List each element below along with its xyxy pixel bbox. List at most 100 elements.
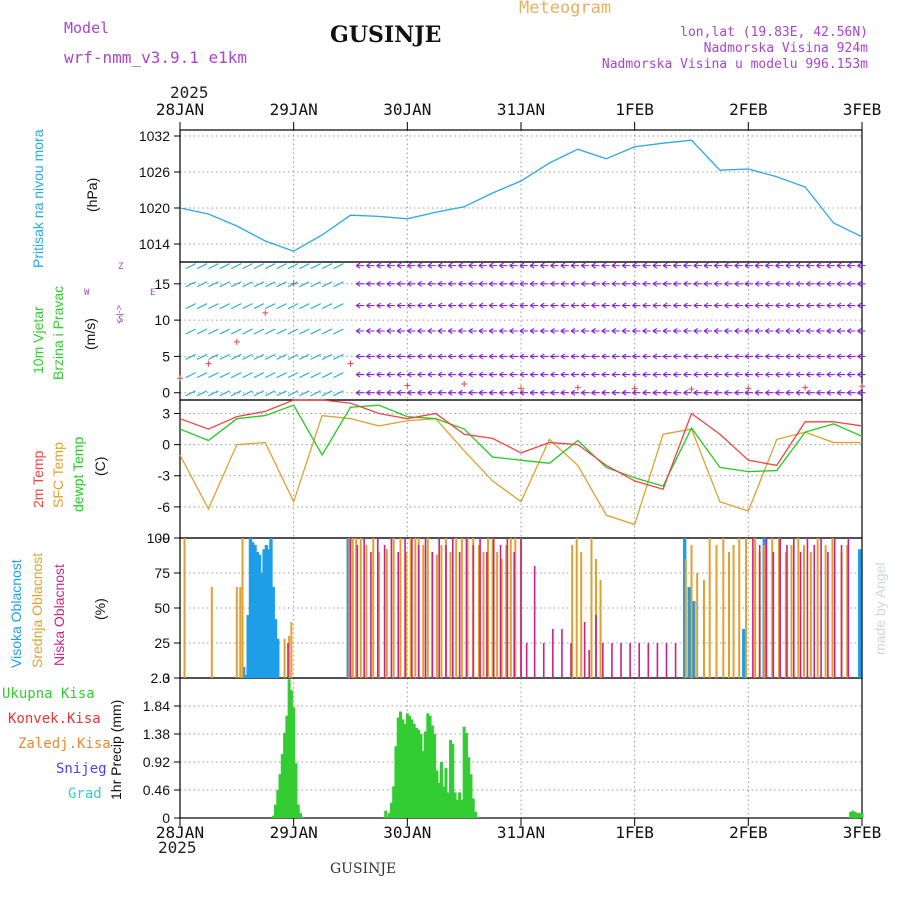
precip-bar [860, 813, 864, 818]
cloud-bar [383, 545, 386, 678]
wind-arrow [632, 262, 641, 269]
cloud-bar [472, 545, 475, 678]
wind-arrow [386, 353, 395, 360]
temp-label-2m: 2m Temp [30, 450, 46, 508]
wind-arrow [376, 353, 385, 360]
precip-legend-total: Ukupna Kisa [2, 686, 95, 702]
cloud-bar [349, 538, 352, 678]
wind-arrow [276, 372, 287, 379]
wind-arrow [196, 281, 208, 288]
cloud-bar [372, 538, 375, 678]
precip-bar [449, 740, 453, 818]
cloud-bar [365, 545, 368, 678]
precip-legend-conv: Konvek.Kisa [8, 711, 101, 727]
wind-arrow [299, 328, 310, 335]
wind-arrow [713, 328, 723, 334]
wind-arrow [642, 389, 651, 396]
precip-bar [453, 792, 457, 818]
wind-arrow [673, 353, 682, 360]
wind-arrow [775, 353, 784, 360]
cloud-bar [355, 538, 358, 678]
cloud-bar [486, 552, 488, 678]
wind-arrow [734, 353, 743, 360]
wind-arrow [816, 262, 825, 269]
wind-arrow [499, 353, 508, 360]
wind-arrow [857, 302, 866, 309]
wind-arrow [196, 328, 208, 335]
x-tick-label-top: 1FEB [615, 100, 654, 119]
wind-arrow [253, 353, 265, 360]
pressure-label: Pritisak na nivou mora [30, 129, 46, 268]
wind-arrow [724, 302, 733, 309]
wind-arrow [417, 389, 426, 396]
precip-bar [394, 746, 398, 818]
wind-arrow [683, 302, 692, 309]
wind-arrow [299, 263, 310, 270]
cloud-bar [246, 615, 250, 678]
wind-arrow [662, 389, 672, 396]
wind-arrow [785, 389, 794, 396]
precip-bar [433, 734, 437, 818]
wind-arrow [321, 281, 333, 288]
2m-temp-line [179, 399, 863, 491]
wind-arrow [632, 302, 641, 309]
wind-arrow [529, 389, 539, 396]
wind-arrow [468, 280, 477, 287]
wind-arrow [816, 371, 825, 378]
wind-arrow [276, 303, 287, 310]
sfc-temp-line [179, 414, 862, 526]
precip-bar [405, 713, 409, 818]
cloud-bar [426, 538, 429, 678]
precip-legend-snow: Snijeg [56, 761, 107, 777]
wind-arrow [713, 389, 723, 396]
wind-arrow [611, 280, 620, 287]
pressure-unit: (hPa) [84, 177, 100, 212]
wind-arrow [185, 263, 196, 270]
wind-arrow [713, 353, 723, 360]
wind-arrow [754, 328, 764, 334]
wind-arrow [529, 353, 539, 360]
cloud-bar [682, 538, 687, 678]
wind-arrow [230, 281, 242, 288]
y-tick-label: 1032 [139, 128, 170, 144]
wind-arrow [775, 280, 784, 287]
cloud-bar [409, 538, 412, 678]
x-tick-label-bottom: 29JAN [270, 823, 318, 842]
wind-arrow [437, 328, 447, 334]
wind-arrow [591, 328, 600, 334]
wind-arrow [196, 390, 208, 397]
wind-speed-point [631, 385, 638, 392]
wind-arrow [230, 328, 242, 335]
year-label-top: 2025 [170, 83, 209, 102]
cloud-bar [440, 545, 443, 678]
wind-label-1: 10m Vjetar [30, 306, 46, 374]
cloud-bar [831, 538, 834, 678]
precip-bar [858, 813, 862, 818]
cloud-bar [514, 538, 517, 678]
wind-arrow [407, 280, 416, 287]
wind-arrow [230, 263, 242, 270]
wind-arrow [396, 371, 406, 378]
wind-arrow [376, 389, 385, 396]
wind-arrow [488, 371, 498, 378]
wind-arrow [601, 371, 610, 378]
wind-arrow [437, 262, 447, 269]
precip-bar [455, 799, 459, 818]
wind-arrow [591, 353, 600, 360]
precip-bar [853, 811, 857, 818]
wind-arrow [836, 302, 845, 309]
wind-arrow [253, 303, 265, 310]
wind-arrow [673, 371, 682, 378]
wind-arrow [478, 302, 487, 309]
cloud-bar [620, 643, 622, 678]
wind-arrow [366, 280, 375, 287]
wind-arrow [652, 353, 661, 360]
x-tick-label-bottom: 30JAN [383, 823, 431, 842]
precip-bar [471, 798, 475, 818]
wind-arrow [386, 371, 395, 378]
wind-arrow [407, 262, 416, 269]
y-tick-label: 1026 [139, 164, 170, 180]
x-tick-label-bottom: 3FEB [843, 823, 882, 842]
wind-arrow [509, 371, 518, 378]
wind-arrow [703, 328, 713, 334]
